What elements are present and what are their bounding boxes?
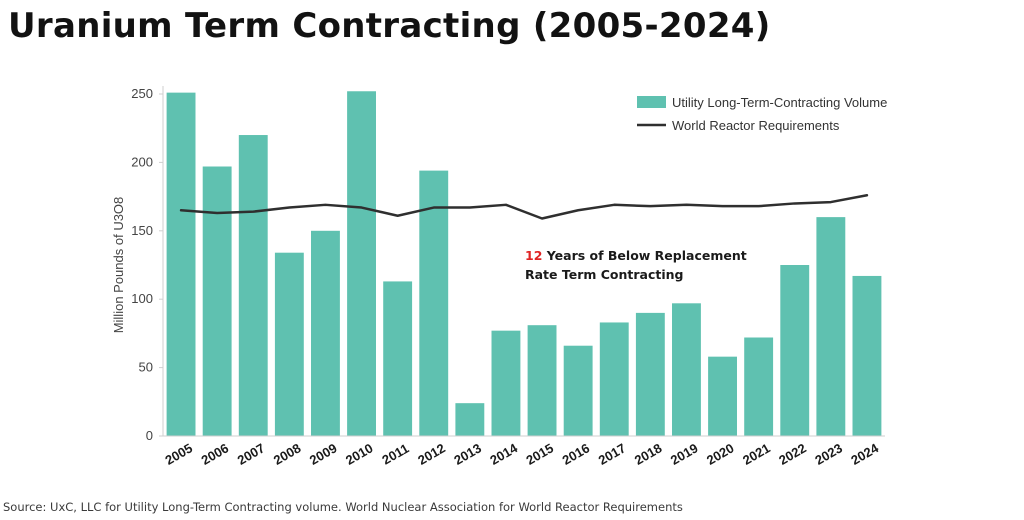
y-tick-label-200: 200 [131, 154, 153, 169]
bar-2012 [419, 170, 449, 437]
bar-2016 [563, 345, 593, 436]
y-tick-label-0: 0 [146, 428, 153, 443]
x-tick-label-2007: 2007 [235, 440, 268, 467]
y-tick-label-150: 150 [131, 223, 153, 238]
annotation-line-2: Rate Term Contracting [525, 267, 684, 282]
y-tick-label-100: 100 [131, 291, 153, 306]
legend-label-line: World Reactor Requirements [672, 118, 840, 133]
x-tick-label-2014: 2014 [487, 440, 520, 468]
x-tick-label-2016: 2016 [560, 440, 593, 467]
x-tick-label-2023: 2023 [812, 440, 845, 467]
x-tick-label-2013: 2013 [451, 440, 484, 467]
bar-2019 [672, 303, 701, 436]
legend-bar-swatch [637, 96, 666, 108]
annotation-number: 12 [525, 248, 542, 263]
reactor-requirements-line [179, 193, 869, 220]
source-note: Source: UxC, LLC for Utility Long-Term C… [3, 500, 683, 514]
annotation-line-1-text: Years of Below Replacement [542, 248, 746, 263]
x-tick-label-2021: 2021 [740, 440, 773, 467]
x-tick-label-2018: 2018 [632, 440, 665, 467]
annotation-line-1: 12 Years of Below Replacement [525, 248, 747, 263]
bar-2014 [491, 330, 521, 436]
x-tick-label-2008: 2008 [271, 440, 304, 467]
bar-2023 [816, 217, 846, 436]
x-tick-label-2015: 2015 [524, 440, 557, 467]
x-tick-label-2020: 2020 [704, 440, 737, 467]
bar-2007 [238, 135, 268, 437]
x-tick-label-2009: 2009 [307, 440, 340, 467]
x-tick-label-2017: 2017 [596, 440, 629, 467]
y-axis-title: Million Pounds of U3O8 [111, 197, 126, 334]
x-tick-label-2011: 2011 [379, 441, 411, 468]
bar-2011 [383, 281, 413, 436]
bar-2013 [455, 403, 485, 436]
bar-2020 [708, 356, 737, 436]
x-tick-label-2022: 2022 [776, 440, 809, 467]
bar-2010 [347, 91, 376, 436]
x-tick-label-2019: 2019 [668, 440, 701, 467]
reactor-requirements-line-group [179, 193, 869, 220]
x-tick-label-2012: 2012 [415, 440, 448, 467]
bar-2022 [780, 265, 810, 436]
x-tick-label-2024: 2024 [848, 440, 881, 468]
x-tick-label-2005: 2005 [163, 440, 196, 467]
bar-2015 [527, 325, 557, 436]
bar-2024 [852, 275, 882, 436]
bar-2021 [744, 337, 774, 436]
y-tick-label-250: 250 [131, 86, 153, 101]
legend: Utility Long-Term-Contracting Volume Worl… [637, 95, 887, 133]
page-title: Uranium Term Contracting (2005-2024) [8, 6, 771, 46]
bar-2006 [202, 166, 232, 436]
bars-group [166, 91, 882, 437]
bar-2009 [311, 230, 340, 436]
legend-label-bar: Utility Long-Term-Contracting Volume [672, 95, 887, 110]
bar-2008 [274, 252, 304, 436]
bar-2018 [635, 312, 665, 436]
x-tick-label-2010: 2010 [343, 440, 376, 467]
bar-2005 [166, 92, 196, 436]
x-tick-label-2006: 2006 [199, 440, 232, 467]
y-tick-label-50: 50 [139, 360, 153, 375]
bar-2017 [599, 322, 629, 436]
